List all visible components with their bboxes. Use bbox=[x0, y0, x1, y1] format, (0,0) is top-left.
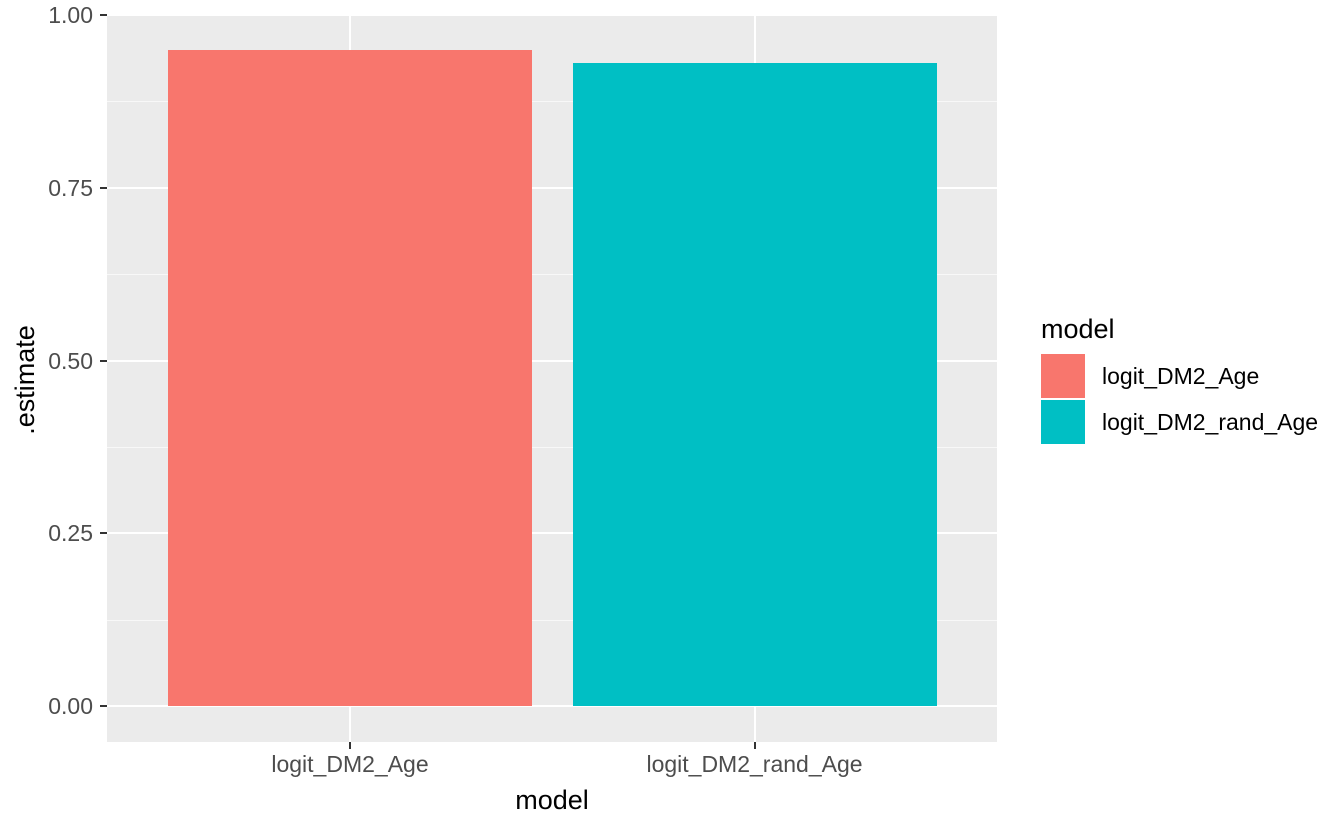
legend-swatch bbox=[1041, 400, 1085, 444]
gridline-minor bbox=[107, 619, 997, 621]
legend-label: logit_DM2_Age bbox=[1102, 362, 1260, 389]
gridline-minor bbox=[107, 101, 997, 103]
x-tick-mark bbox=[753, 742, 756, 749]
gridline-major bbox=[107, 532, 997, 535]
legend-label: logit_DM2_rand_Age bbox=[1102, 408, 1319, 435]
y-axis-title: .estimate bbox=[10, 325, 40, 435]
y-tick-label: 0.50 bbox=[48, 347, 93, 374]
legend-swatch bbox=[1041, 354, 1085, 398]
y-tick-mark bbox=[100, 14, 107, 16]
x-axis-title: model bbox=[515, 785, 589, 815]
y-tick-mark bbox=[100, 532, 107, 535]
bar-logit_DM2_Age bbox=[168, 49, 532, 706]
y-tick-label: 0.00 bbox=[48, 693, 93, 719]
x-tick-mark bbox=[349, 742, 351, 749]
x-tick-label: logit_DM2_rand_Age bbox=[646, 751, 863, 777]
y-tick-label: 0.25 bbox=[48, 520, 93, 547]
y-tick-label: 1.00 bbox=[48, 2, 93, 28]
gridline-major bbox=[107, 705, 997, 707]
legend-title: model bbox=[1041, 314, 1115, 344]
y-tick-mark bbox=[100, 359, 107, 362]
legend-item: logit_DM2_rand_Age bbox=[1041, 400, 1318, 444]
gridline-major bbox=[107, 359, 997, 362]
gridline-major bbox=[107, 15, 997, 16]
y-tick-mark bbox=[100, 705, 107, 707]
y-tick-mark bbox=[100, 186, 107, 189]
gridline-minor bbox=[107, 446, 997, 448]
x-tick-label: logit_DM2_Age bbox=[271, 751, 429, 777]
bar-logit_DM2_rand_Age bbox=[572, 63, 937, 706]
legend-item: logit_DM2_Age bbox=[1041, 354, 1318, 398]
legend: model logit_DM2_Age logit_DM2_rand_Age bbox=[1041, 313, 1318, 446]
gridline-major bbox=[107, 186, 997, 189]
y-tick-label: 0.75 bbox=[48, 174, 93, 201]
plot-panel bbox=[107, 15, 997, 742]
gridline-minor bbox=[107, 274, 997, 276]
